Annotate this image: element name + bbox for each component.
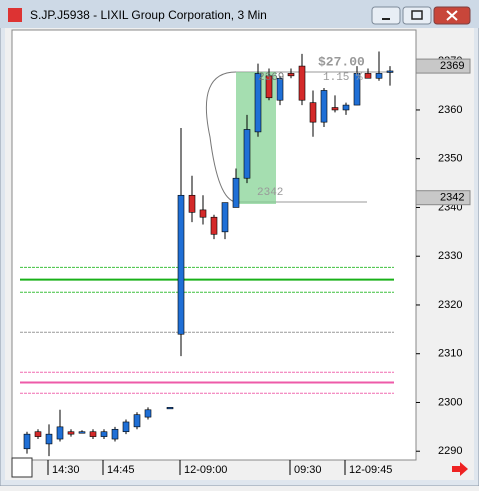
candle-body: [111, 428, 119, 440]
maximize-button[interactable]: [402, 6, 432, 25]
candle-body: [276, 77, 284, 101]
candle-body: [144, 409, 152, 418]
y-tick-label: 2330: [438, 250, 462, 262]
measure-arc: [205, 71, 237, 203]
x-tick-label: 14:30: [52, 464, 80, 476]
price-tag-label: 2342: [440, 192, 464, 204]
candle-body: [221, 202, 229, 233]
y-tick-label: 2300: [438, 396, 462, 408]
y-tick-label: 2290: [438, 445, 462, 457]
candle-body: [309, 102, 317, 123]
y-tick-label: 2320: [438, 299, 462, 311]
candle-body: [177, 194, 185, 335]
candle-body: [386, 70, 394, 73]
minimize-button[interactable]: [371, 6, 401, 25]
candle-body: [342, 104, 350, 111]
corner-box[interactable]: [11, 457, 33, 478]
annotation: 1.15 %: [323, 72, 363, 84]
candle-body: [298, 65, 306, 101]
candle-body: [375, 73, 383, 79]
maximize-glyph: [411, 10, 423, 20]
candle-body: [243, 129, 251, 179]
scroll-arrow[interactable]: [452, 462, 468, 476]
candle-body: [320, 90, 328, 123]
candle-body: [166, 407, 174, 410]
candle-body: [353, 73, 361, 106]
x-tick-label: 09:30: [294, 464, 322, 476]
candle-body: [23, 433, 31, 450]
y-tick-label: 2360: [438, 104, 462, 116]
x-tick-label: 14:45: [107, 464, 135, 476]
candle-body: [45, 433, 53, 445]
candle-body: [122, 421, 130, 433]
x-tick-label: 12-09:00: [184, 464, 227, 476]
plot-layer: 22902300231023202330234023502360237014:3…: [20, 51, 471, 476]
app-icon: [8, 8, 22, 22]
candle-body: [188, 194, 196, 213]
plot-area: [11, 29, 417, 461]
candle-body: [199, 209, 207, 218]
candle-body: [100, 431, 108, 437]
candle-body: [210, 216, 218, 235]
candle-body: [78, 431, 86, 434]
candle-body: [34, 431, 42, 437]
price-tag: [415, 58, 471, 74]
candle-body: [287, 73, 295, 77]
candle-body: [254, 73, 262, 133]
candle-body: [133, 414, 141, 428]
candle-body: [89, 431, 97, 437]
annotation: $27.00: [318, 54, 365, 69]
candle-body: [67, 431, 75, 435]
x-tick-label: 12-09:45: [349, 464, 392, 476]
candle-body: [265, 75, 273, 99]
annotation: 2369: [258, 72, 284, 84]
close-glyph: [446, 10, 458, 21]
y-tick-label: 2350: [438, 153, 462, 165]
y-tick-label: 2310: [438, 348, 462, 360]
window-title: S.JP.J5938 - LIXIL Group Corporation, 3 …: [30, 8, 267, 22]
price-tag: [415, 190, 471, 206]
price-tag-label: 2369: [440, 60, 464, 72]
annotation: 2342: [257, 187, 283, 199]
candle-body: [232, 177, 240, 208]
candle-body: [331, 107, 339, 111]
candle-body: [56, 426, 64, 440]
candle-body: [364, 73, 372, 79]
